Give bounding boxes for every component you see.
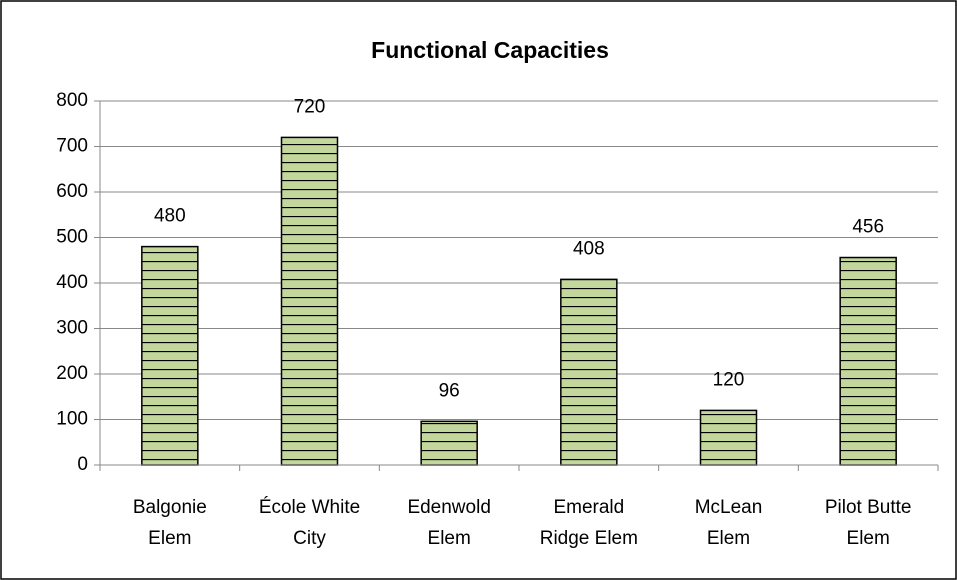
x-tick-label: Balgonie Elem <box>133 497 207 549</box>
x-tick-label: Pilot Butte Elem <box>825 497 912 549</box>
y-tick-label: 0 <box>77 454 88 475</box>
bar <box>560 278 618 466</box>
bar <box>280 136 339 466</box>
bar <box>420 420 478 466</box>
chart-title: Functional Capacities <box>371 37 609 63</box>
bar <box>141 245 199 466</box>
x-tick-label: Emerald Ridge Elem <box>540 497 638 549</box>
bar <box>839 256 897 466</box>
y-tick-label: 100 <box>56 409 88 430</box>
y-tick-label: 500 <box>56 227 88 248</box>
data-label: 456 <box>852 217 884 238</box>
data-label: 480 <box>154 206 186 227</box>
y-tick-label: 600 <box>56 181 88 202</box>
data-label: 96 <box>439 380 460 401</box>
data-label: 720 <box>294 96 326 117</box>
y-tick-label: 300 <box>56 318 88 339</box>
x-tick-label: Edenwold Elem <box>407 497 490 549</box>
x-tick-label: McLean Elem <box>695 497 763 549</box>
bar <box>699 409 758 466</box>
y-tick-label: 200 <box>56 363 88 384</box>
y-tick-label: 800 <box>56 90 88 111</box>
data-label: 120 <box>713 369 745 390</box>
data-label: 408 <box>573 238 605 259</box>
y-tick-label: 400 <box>56 272 88 293</box>
x-tick-label: École White City <box>259 497 360 549</box>
y-tick-label: 700 <box>56 136 88 157</box>
